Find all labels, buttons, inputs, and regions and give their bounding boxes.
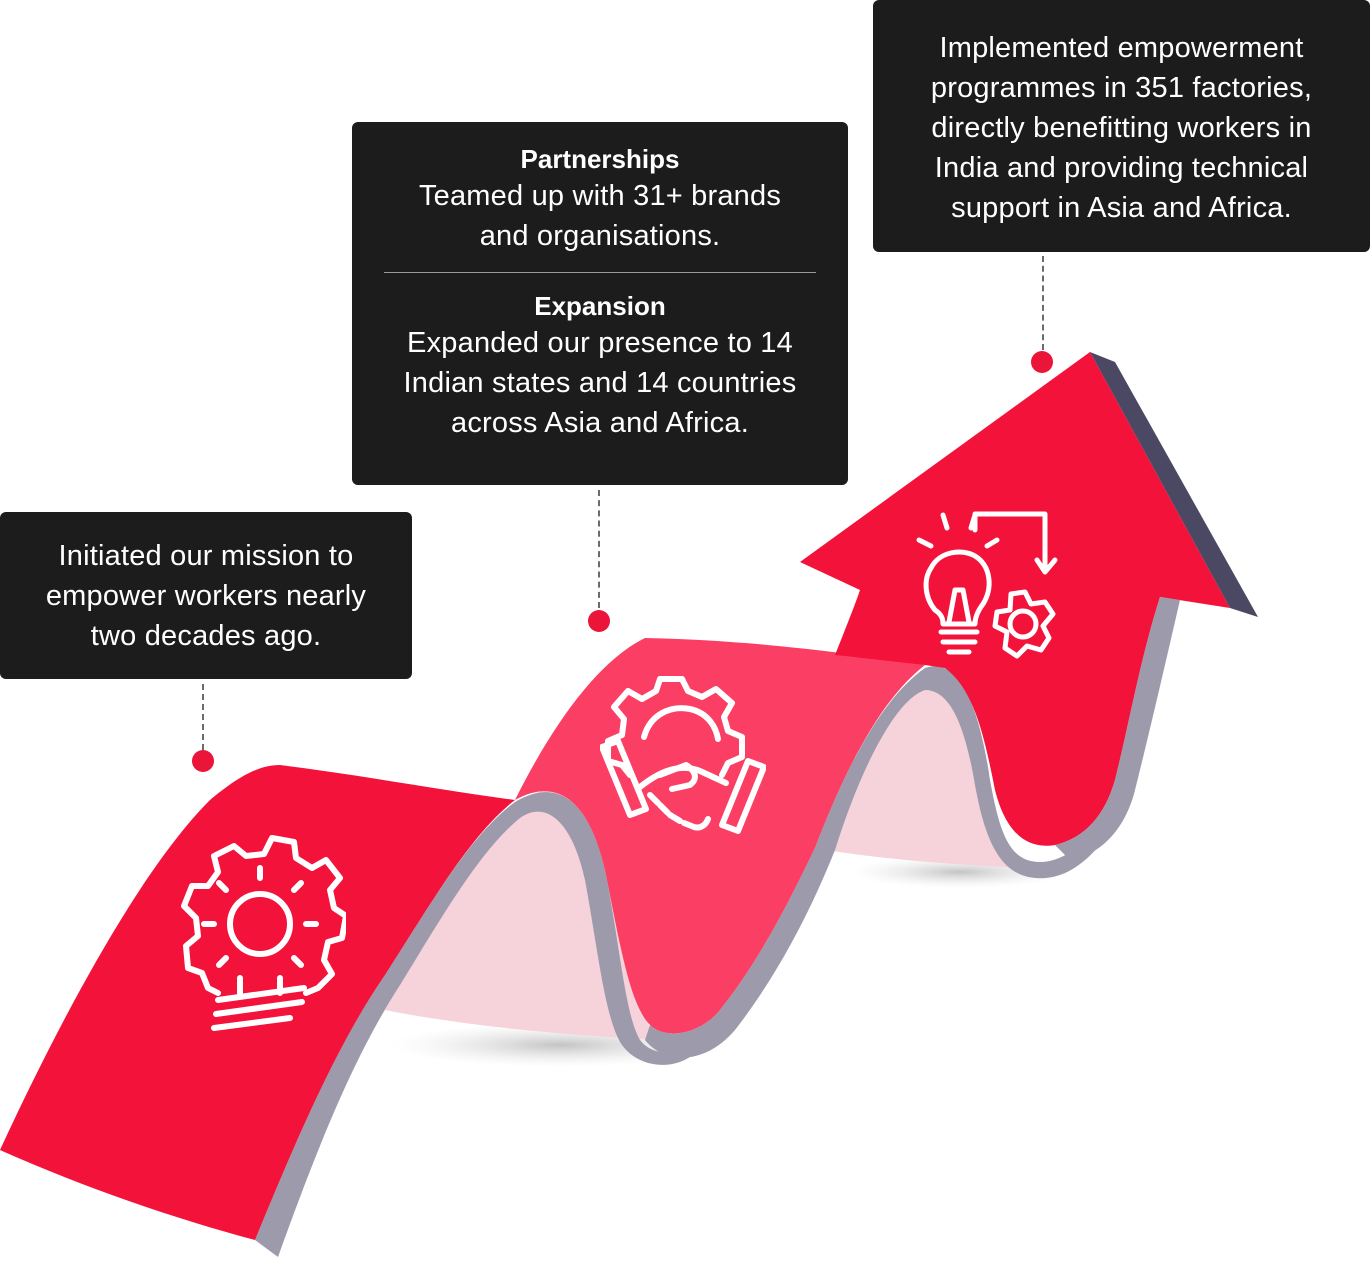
inner-tint-2 xyxy=(815,667,1030,868)
callout-mission: Initiated our mission to empower workers… xyxy=(0,512,412,679)
ribbon-segment-1 xyxy=(0,765,515,1240)
partnerships-text: Teamed up with 31+ brands and organisati… xyxy=(418,180,782,252)
ribbon-segment-3 xyxy=(800,352,1230,846)
callout-partnerships-expansion: Partnerships Teamed up with 31+ brands a… xyxy=(352,122,848,485)
callout-mission-text: Initiated our mission to empower workers… xyxy=(45,540,367,652)
arrow-side xyxy=(1090,352,1258,617)
ribbon-side-1 xyxy=(255,792,705,1257)
ribbon-side-2 xyxy=(645,666,1100,1058)
lightbulb-gear-process-icon xyxy=(916,511,1058,659)
milestone-dot-factories xyxy=(1031,351,1053,373)
expansion-heading: Expansion xyxy=(534,291,666,321)
leader-line-partners xyxy=(598,490,600,608)
gear-lightbulb-icon xyxy=(181,835,346,1031)
callout-divider xyxy=(384,272,816,273)
milestone-dot-mission xyxy=(192,750,214,772)
handshake-gear-icon xyxy=(600,676,766,834)
expansion-text: Expanded our presence to 14 Indian state… xyxy=(403,327,797,439)
callout-factories: Implemented empowerment programmes in 35… xyxy=(873,0,1370,252)
leader-line-mission xyxy=(202,684,204,750)
leader-line-factories xyxy=(1042,256,1044,350)
arrow-shaft-side xyxy=(1055,597,1180,860)
callout-factories-text: Implemented empowerment programmes in 35… xyxy=(930,32,1313,224)
milestone-dot-partners xyxy=(588,610,610,632)
partnerships-heading: Partnerships xyxy=(520,144,680,174)
